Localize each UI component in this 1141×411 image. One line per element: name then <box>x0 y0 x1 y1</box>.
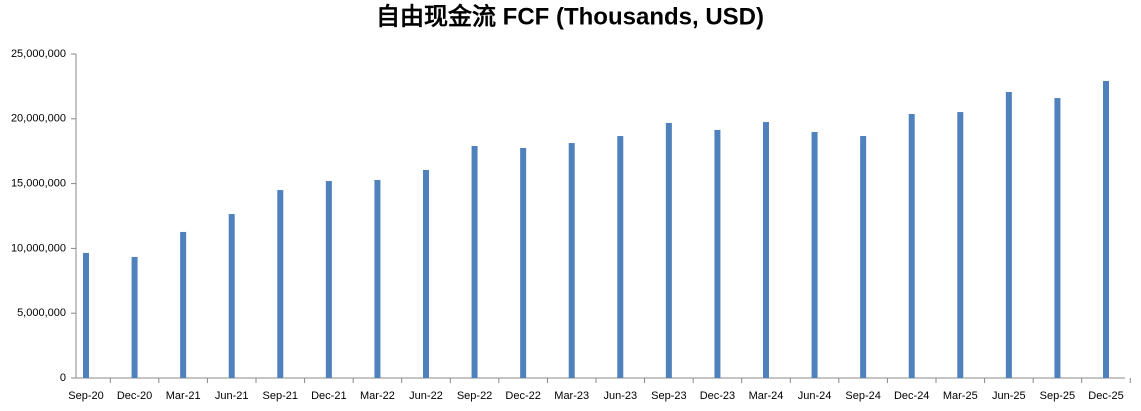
y-tick-label: 5,000,000 <box>17 307 66 319</box>
bar <box>471 146 478 378</box>
bar <box>665 122 672 378</box>
bar <box>1005 91 1012 378</box>
bar <box>617 136 624 378</box>
y-tick-label: 0 <box>60 372 66 384</box>
bar <box>131 256 138 378</box>
y-tick-label: 15,000,000 <box>11 178 66 190</box>
bar <box>180 231 187 378</box>
x-tick-label: Sep-20 <box>68 390 103 402</box>
y-tick-label: 20,000,000 <box>11 113 66 125</box>
x-tick-label: Dec-25 <box>1088 390 1123 402</box>
x-tick-label: Jun-21 <box>215 390 249 402</box>
y-tick-label: 10,000,000 <box>11 242 66 254</box>
bar <box>763 122 769 378</box>
bar <box>277 190 284 378</box>
x-tick-label: Sep-23 <box>651 390 686 402</box>
x-tick-label: Sep-25 <box>1040 390 1075 402</box>
bar <box>228 214 235 378</box>
x-tick-label: Dec-21 <box>311 390 346 402</box>
x-tick-label: Dec-23 <box>700 390 735 402</box>
bar <box>908 114 915 379</box>
x-tick-label: Jun-22 <box>409 390 443 402</box>
bar <box>374 179 381 378</box>
x-tick-label: Jun-23 <box>603 390 637 402</box>
bar <box>714 129 721 378</box>
y-tick-label: 25,000,000 <box>11 48 66 60</box>
x-tick-label: Dec-20 <box>117 390 152 402</box>
bar <box>568 143 575 378</box>
bar <box>860 136 867 378</box>
bar <box>520 147 527 378</box>
x-tick-label: Jun-25 <box>992 390 1026 402</box>
bar <box>423 169 429 378</box>
bar <box>957 112 964 379</box>
x-tick-label: Sep-21 <box>263 390 298 402</box>
x-tick-label: Mar-21 <box>166 390 201 402</box>
bar <box>1103 80 1109 379</box>
bar <box>811 132 818 378</box>
bar <box>1054 98 1061 379</box>
x-tick-label: Mar-23 <box>554 390 589 402</box>
x-tick-label: Sep-24 <box>845 390 880 402</box>
x-tick-label: Jun-24 <box>798 390 832 402</box>
x-tick-label: Sep-22 <box>457 390 492 402</box>
x-tick-label: Mar-22 <box>360 390 395 402</box>
chart-title: 自由现金流 FCF (Thousands, USD) <box>376 2 764 30</box>
x-tick-label: Mar-25 <box>943 390 978 402</box>
bar <box>325 181 332 378</box>
x-tick-label: Dec-24 <box>894 390 929 402</box>
x-tick-label: Dec-22 <box>505 390 540 402</box>
x-tick-label: Mar-24 <box>749 390 784 402</box>
bar <box>83 252 89 378</box>
